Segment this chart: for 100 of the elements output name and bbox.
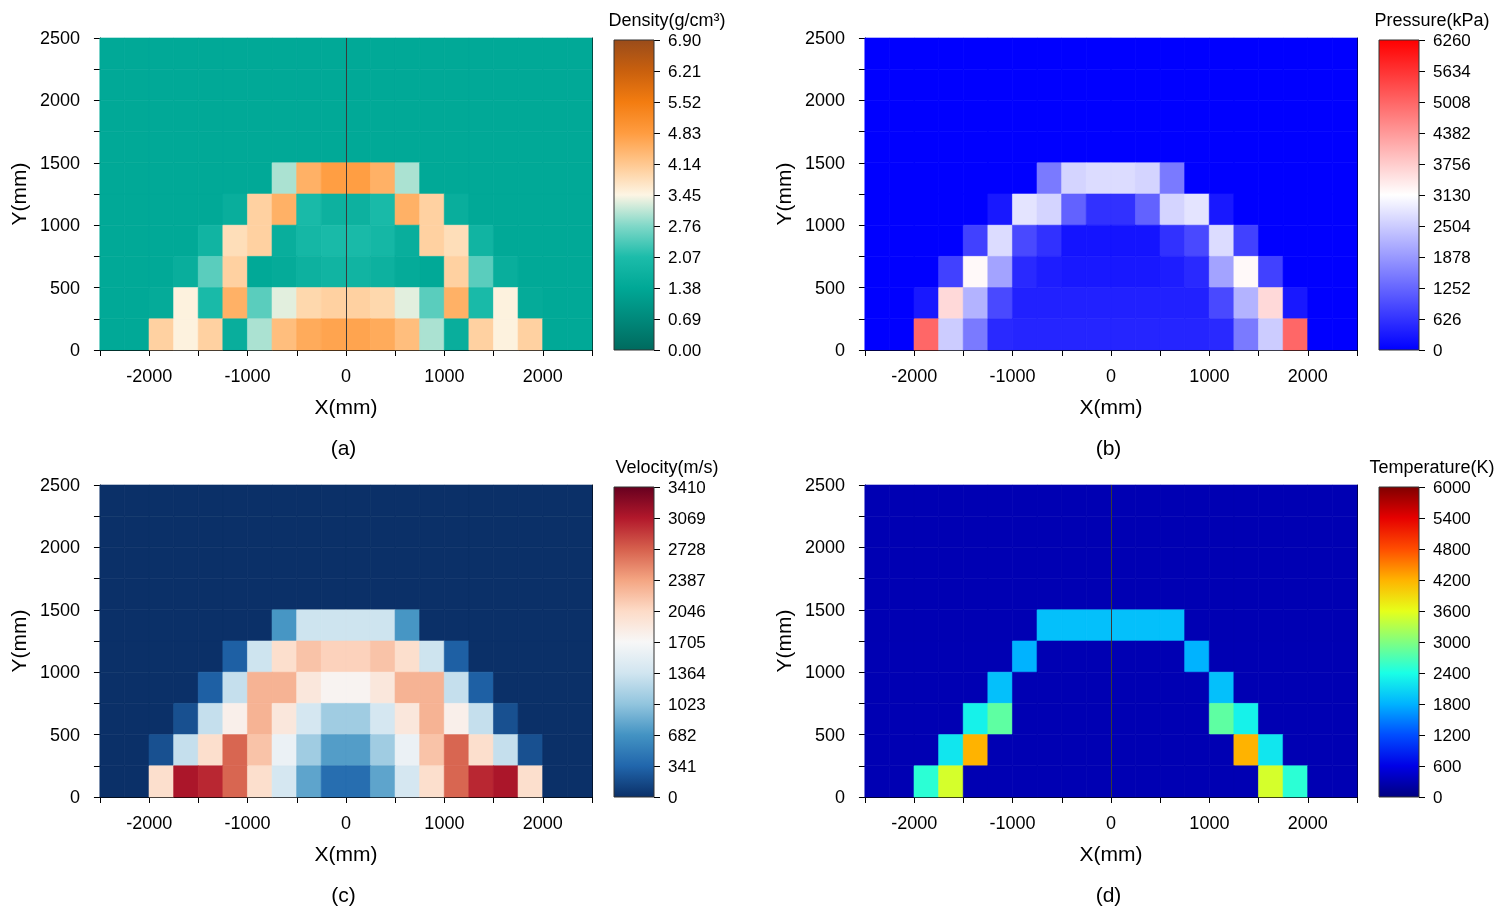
x-axis-title: X(mm) — [1079, 842, 1143, 865]
color-bar-label: 2.07 — [668, 247, 702, 267]
color-bar-label: 6.21 — [668, 61, 702, 81]
y-tick-label: 1500 — [804, 152, 845, 173]
x-tick-label: -1000 — [224, 813, 271, 833]
y-tick-label: 2500 — [804, 475, 845, 495]
y-axis-title: Y(mm) — [772, 162, 795, 226]
y-tick-label: 500 — [49, 724, 80, 745]
color-bar-label: 1.38 — [668, 278, 702, 298]
x-axis-title: X(mm) — [314, 395, 378, 418]
x-tick-label: 2000 — [522, 813, 563, 833]
x-tick-label: -1000 — [224, 366, 271, 386]
color-bar-label: 3600 — [1433, 601, 1471, 621]
x-tick-label: 0 — [340, 813, 351, 833]
x-tick-label: 2000 — [522, 366, 563, 386]
color-bar-label: 3.45 — [668, 185, 702, 205]
x-tick-label: 1000 — [424, 813, 465, 833]
color-bar-label: 6260 — [1433, 30, 1471, 50]
color-bar-label: 3000 — [1433, 632, 1471, 652]
color-bar-label: 2728 — [668, 539, 706, 559]
color-bar-label: 3130 — [1433, 185, 1471, 205]
color-bar-label: 4.14 — [668, 154, 702, 174]
x-axis-title: X(mm) — [314, 842, 378, 865]
color-bar-label: 1023 — [668, 694, 706, 714]
color-bar-label: 4.83 — [668, 123, 702, 143]
y-tick-label: 0 — [69, 787, 80, 807]
y-tick-label: 0 — [69, 340, 80, 360]
y-tick-label: 2500 — [804, 28, 845, 48]
y-tick-label: 500 — [49, 277, 80, 298]
color-bar-title: Pressure(kPa) — [1374, 10, 1490, 30]
color-bar-label: 5.52 — [668, 92, 702, 112]
color-bar-label: 4200 — [1433, 570, 1471, 590]
y-tick-label: 0 — [834, 787, 845, 807]
text: (d) — [1095, 882, 1122, 906]
y-tick-label: 1000 — [804, 215, 845, 236]
color-bar-label: 1364 — [668, 663, 706, 683]
y-tick-label: 500 — [814, 724, 845, 745]
color-bar-label: 0.69 — [668, 309, 702, 329]
color-bar-label: 1252 — [1433, 278, 1471, 298]
y-tick-label: 500 — [814, 277, 845, 298]
color-bar-label: 1705 — [668, 632, 706, 652]
color-bar-label: 5008 — [1433, 92, 1471, 112]
x-tick-label: -2000 — [891, 813, 938, 833]
text: (b) — [1095, 435, 1122, 459]
y-tick-label: 1000 — [39, 215, 80, 236]
text: (c) — [331, 882, 356, 906]
y-tick-label: 1500 — [804, 599, 845, 620]
y-tick-label: 2000 — [804, 90, 845, 111]
x-tick-label: 1000 — [1189, 813, 1230, 833]
x-axis-title: X(mm) — [1079, 395, 1143, 418]
color-bar-label: 5634 — [1433, 61, 1471, 81]
color-bar-label: 2387 — [668, 570, 706, 590]
color-bar-label: 2.76 — [668, 216, 702, 236]
x-tick-label: -1000 — [989, 813, 1036, 833]
x-tick-label: -2000 — [891, 366, 938, 386]
y-tick-label: 2500 — [39, 28, 80, 48]
y-tick-label: 0 — [834, 340, 845, 360]
color-bar-label: 341 — [668, 756, 697, 776]
x-tick-label: 1000 — [1189, 366, 1230, 386]
x-tick-label: 2000 — [1287, 813, 1328, 833]
y-tick-label: 1500 — [39, 152, 80, 173]
x-tick-label: 0 — [1105, 813, 1116, 833]
x-tick-label: -2000 — [126, 366, 173, 386]
y-axis-title: Y(mm) — [7, 609, 30, 673]
y-axis-title: Y(mm) — [7, 162, 30, 226]
y-tick-label: 2500 — [39, 475, 80, 495]
x-tick-label: 0 — [1105, 366, 1116, 386]
x-tick-label: 1000 — [424, 366, 465, 386]
color-bar-label: 0 — [668, 787, 678, 807]
color-bar-label: 1200 — [1433, 725, 1471, 745]
color-bar-label: 2400 — [1433, 663, 1471, 683]
text: (a) — [330, 435, 357, 459]
color-bar-label: 2046 — [668, 601, 706, 621]
color-bar-label: 4382 — [1433, 123, 1471, 143]
x-tick-label: -2000 — [126, 813, 173, 833]
color-bar-label: 0 — [1433, 787, 1443, 807]
color-bar-label: 2504 — [1433, 216, 1471, 236]
color-bar-label: 0 — [1433, 340, 1443, 360]
color-bar-label: 3756 — [1433, 154, 1471, 174]
color-bar-label: 6000 — [1433, 477, 1471, 497]
color-bar-label: 3069 — [668, 508, 706, 528]
x-tick-label: 0 — [340, 366, 351, 386]
color-bar-label: 600 — [1433, 756, 1462, 776]
color-bar-label: 4800 — [1433, 539, 1471, 559]
y-tick-label: 1000 — [39, 662, 80, 683]
x-tick-label: 2000 — [1287, 366, 1328, 386]
y-tick-label: 1500 — [39, 599, 80, 620]
y-tick-label: 2000 — [39, 90, 80, 111]
color-bar-label: 682 — [668, 725, 697, 745]
color-bar-title: Temperature(K) — [1369, 457, 1495, 477]
y-axis-title: Y(mm) — [772, 609, 795, 673]
color-bar-label: 3410 — [668, 477, 706, 497]
y-tick-label: 2000 — [39, 537, 80, 558]
color-bar-title: Velocity(m/s) — [615, 457, 719, 477]
color-bar-label: 1800 — [1433, 694, 1471, 714]
color-bar-label: 1878 — [1433, 247, 1471, 267]
y-tick-label: 2000 — [804, 537, 845, 558]
x-tick-label: -1000 — [989, 366, 1036, 386]
color-bar-label: 6.90 — [668, 30, 702, 50]
y-tick-label: 1000 — [804, 662, 845, 683]
